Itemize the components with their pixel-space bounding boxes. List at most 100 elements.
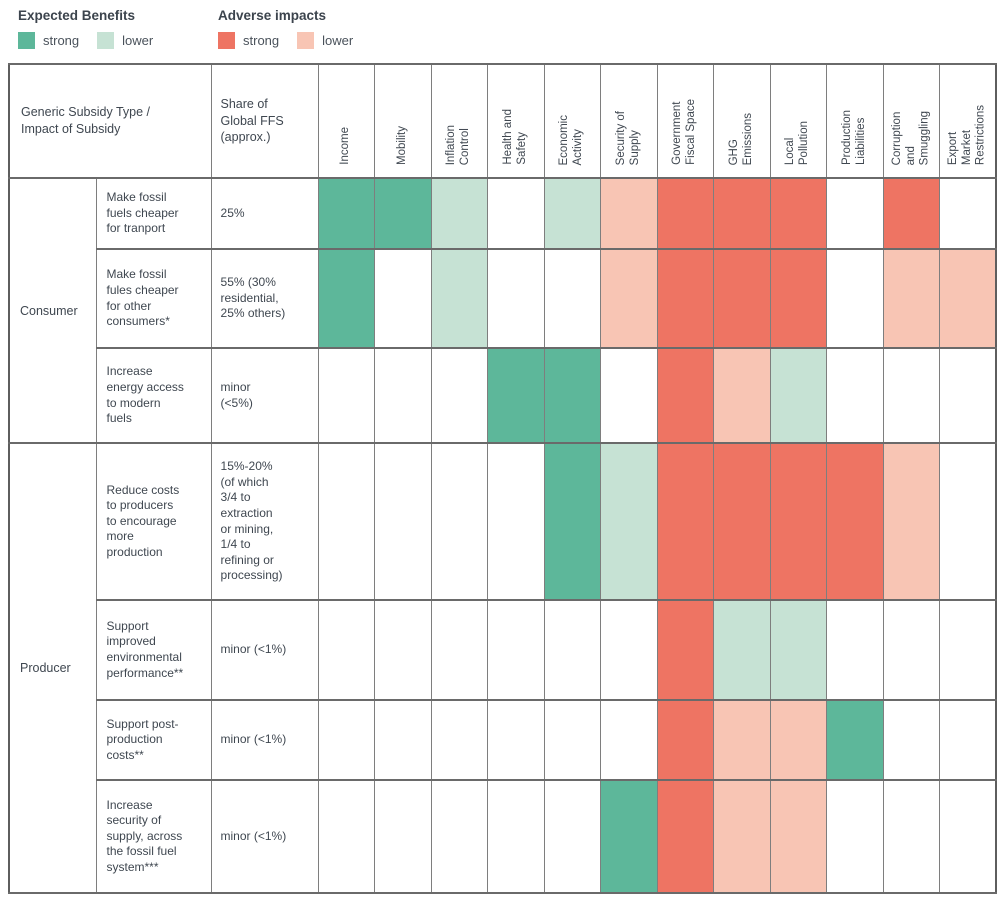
- impact-cell: [374, 177, 432, 250]
- impact-cell: [374, 442, 432, 601]
- impact-cell: [600, 248, 658, 349]
- impact-cell: [487, 779, 545, 894]
- strong-benefit-swatch: [18, 32, 35, 49]
- impact-cell: [656, 779, 715, 894]
- impact-cell: [826, 442, 884, 601]
- impact-cell: [826, 779, 884, 894]
- impact-cell: [939, 599, 997, 701]
- impact-cell: [543, 347, 602, 444]
- table-row: Support post- production costs** minor (…: [9, 699, 997, 781]
- impact-cell: [543, 442, 602, 601]
- impact-cell: [374, 248, 432, 349]
- col-header-income: Income: [317, 63, 376, 179]
- impact-cell: [430, 779, 489, 894]
- impact-cell: [713, 248, 771, 349]
- legend-adverse-title: Adverse impacts: [218, 8, 327, 23]
- impact-cell: [430, 442, 489, 601]
- table-row: Producer Reduce costs to producers to en…: [8, 442, 997, 894]
- impact-cell: [543, 699, 602, 781]
- table-row: Consumer Make fossil fuels cheaper for t…: [8, 177, 997, 444]
- impact-cell: [487, 248, 545, 349]
- table-row: Make fossil fules cheaper for other cons…: [9, 248, 997, 349]
- impact-cell: [487, 347, 545, 444]
- table-row: Increase energy access to modern fuels m…: [9, 347, 997, 444]
- impact-cell: [317, 599, 376, 701]
- impact-cell: [543, 248, 602, 349]
- subsidy-impact-matrix: Generic Subsidy Type / Impact of Subsidy…: [8, 63, 998, 894]
- impact-cell: [882, 699, 941, 781]
- impact-cell: [600, 779, 658, 894]
- col-header-security-of-supply: Security of Supply: [600, 63, 658, 179]
- share-cell: minor (<1%): [210, 599, 319, 701]
- impact-cell: [374, 347, 432, 444]
- legend-adverse-impacts: Adverse impacts strong lower: [218, 8, 418, 49]
- col-label: Mobility: [395, 126, 408, 165]
- share-header: Share of Global FFS (approx.): [210, 63, 319, 179]
- impact-cell: [656, 248, 715, 349]
- col-label: Corruption and Smuggling: [890, 110, 931, 165]
- impact-cell: [430, 248, 489, 349]
- impact-cell: [939, 177, 997, 250]
- impact-cell: [656, 442, 715, 601]
- legend-expected-row: strong lower: [18, 32, 218, 49]
- share-cell: 25%: [210, 177, 319, 250]
- impact-cell: [430, 177, 489, 250]
- impact-cell: [769, 699, 828, 781]
- impact-cell: [826, 177, 884, 250]
- impact-cell: [487, 599, 545, 701]
- impact-cell: [543, 779, 602, 894]
- impact-cell: [543, 177, 602, 250]
- col-header-production-liabilities: Production Liabilities: [826, 63, 884, 179]
- impact-cell: [656, 699, 715, 781]
- impact-cell: [939, 699, 997, 781]
- header-row: Generic Subsidy Type / Impact of Subsidy…: [8, 63, 997, 179]
- col-header-ghg-emissions: GHG Emissions: [713, 63, 771, 179]
- impact-cell: [713, 699, 771, 781]
- impact-cell: [317, 699, 376, 781]
- col-header-corruption-and-smuggling: Corruption and Smuggling: [882, 63, 941, 179]
- impact-cell: [769, 599, 828, 701]
- subsidy-desc: Make fossil fules cheaper for other cons…: [95, 248, 212, 349]
- impact-cell: [713, 779, 771, 894]
- subsidy-desc: Support post- production costs**: [95, 699, 212, 781]
- impact-cell: [769, 347, 828, 444]
- impact-cell: [713, 347, 771, 444]
- impact-cell: [317, 248, 376, 349]
- lower-benefit-swatch: [97, 32, 115, 49]
- col-header-export-market-restrictions: Export Market Restrictions: [939, 63, 997, 179]
- col-header-economic-activity: Economic Activity: [543, 63, 602, 179]
- group-cell-producer: Producer: [8, 442, 97, 894]
- legend-expected-title: Expected Benefits: [18, 8, 136, 23]
- legend-adverse-row: strong lower: [218, 32, 418, 49]
- group-cell-consumer: Consumer: [8, 177, 97, 444]
- impact-cell: [939, 248, 997, 349]
- subsidy-desc: Increase security of supply, across the …: [95, 779, 212, 894]
- col-header-mobility: Mobility: [374, 63, 432, 179]
- impact-cell: [656, 177, 715, 250]
- subsidy-desc: Reduce costs to producers to encourage m…: [95, 442, 212, 601]
- legend: Expected Benefits strong lower Adverse i…: [18, 8, 1000, 49]
- impact-cell: [769, 779, 828, 894]
- lower-benefit-label: lower: [122, 33, 154, 48]
- col-label: Health and Safety: [501, 109, 528, 165]
- impact-cell: [600, 442, 658, 601]
- subsidy-desc: Support improved environmental performan…: [95, 599, 212, 701]
- col-header-government-fiscal-space: Government Fiscal Space: [656, 63, 715, 179]
- col-label: Economic Activity: [558, 114, 585, 166]
- lower-adverse-swatch: [297, 32, 315, 49]
- impact-cell: [713, 442, 771, 601]
- impact-cell: [317, 347, 376, 444]
- impact-cell: [487, 442, 545, 601]
- impact-cell: [769, 442, 828, 601]
- table-row: Increase security of supply, across the …: [9, 779, 997, 894]
- figure-page: Expected Benefits strong lower Adverse i…: [8, 8, 1000, 894]
- impact-cell: [487, 177, 545, 250]
- col-label: Export Market Restrictions: [946, 104, 987, 165]
- impact-cell: [374, 779, 432, 894]
- subsidy-desc: Increase energy access to modern fuels: [95, 347, 212, 444]
- impact-cell: [882, 599, 941, 701]
- impact-cell: [939, 779, 997, 894]
- col-label: Security of Supply: [614, 110, 641, 165]
- impact-cell: [600, 347, 658, 444]
- impact-cell: [882, 442, 941, 601]
